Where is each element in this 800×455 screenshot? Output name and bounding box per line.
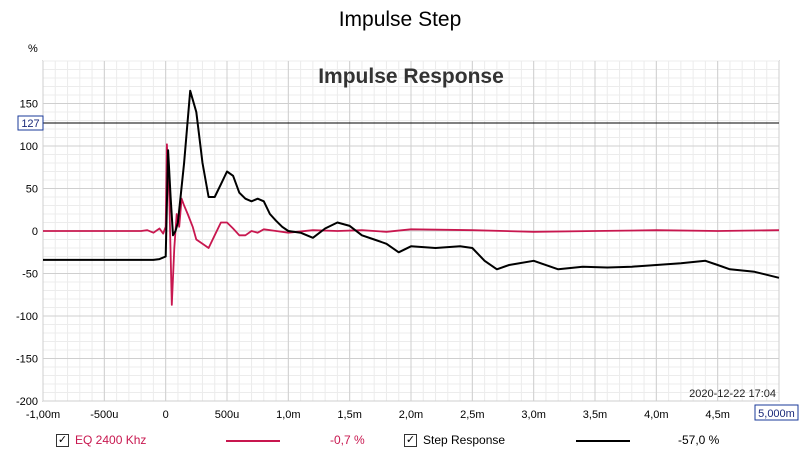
step-checkbox[interactable]: ✓ [404, 433, 417, 447]
y-tick-label: 0 [32, 226, 38, 238]
series-step-response [43, 89, 780, 279]
legend-swatch-eq [226, 440, 280, 442]
x-tick-label: 2,0m [399, 409, 423, 421]
x-tick-label: 3,0m [521, 409, 545, 421]
legend-value-eq: -0,7 % [330, 433, 365, 447]
y-tick-label: -200 [16, 396, 38, 408]
x-tick-label: 500u [215, 409, 239, 421]
x-end-box[interactable]: 5,000m [754, 404, 799, 421]
x-tick-label: 4,5m [705, 409, 729, 421]
x-axis: -1,00m -500u 0 500u 1,0m 1,5m 2,0m 2,5m 3,0m 3,5m… [26, 409, 730, 421]
legend-value-eq-wrap: -0,7 % [330, 431, 365, 449]
x-tick-label: -1,00m [26, 409, 60, 421]
legend-label-step: Step Response [423, 433, 506, 447]
y-tick-label: -100 [16, 311, 38, 323]
cursor-value: 127 [21, 118, 39, 130]
timestamp: 2020-12-22 17:04 [689, 388, 776, 400]
x-tick-label: 3,5m [583, 409, 607, 421]
legend-value-step-wrap: -57,0 % [678, 431, 719, 449]
x-tick-label: 1,5m [337, 409, 361, 421]
legend-swatch-step [576, 440, 630, 442]
series-layer [43, 89, 780, 306]
y-tick-label: 50 [26, 184, 38, 196]
legend-item-eq[interactable]: ✓ EQ 2400 Khz [56, 431, 146, 449]
y-tick-label: 150 [20, 99, 38, 111]
y-tick-label: 100 [20, 141, 38, 153]
window-title: Impulse Step [338, 8, 462, 31]
cursor-value-box[interactable]: 127 [17, 115, 44, 131]
legend-value-step: -57,0 % [678, 433, 720, 447]
x-tick-label: 2,5m [460, 409, 484, 421]
legend-item-step[interactable]: ✓ Step Response [404, 431, 505, 449]
legend-label-eq: EQ 2400 Khz [75, 433, 147, 447]
x-tick-label: 0 [163, 409, 169, 421]
x-tick-label: 4,0m [644, 409, 668, 421]
y-axis-unit: % [28, 43, 38, 55]
chart-title: Impulse Response [318, 65, 504, 88]
y-tick-label: -50 [22, 269, 38, 281]
series-eq-2400khz [43, 143, 780, 306]
x-end-value: 5,000m [758, 408, 795, 420]
x-tick-label: -500u [90, 409, 118, 421]
x-tick-label: 1,0m [276, 409, 300, 421]
eq-checkbox[interactable]: ✓ [56, 433, 69, 447]
y-axis: 150 100 50 0 -50 -100 -150 -200 [16, 99, 38, 409]
y-tick-label: -150 [16, 354, 38, 366]
